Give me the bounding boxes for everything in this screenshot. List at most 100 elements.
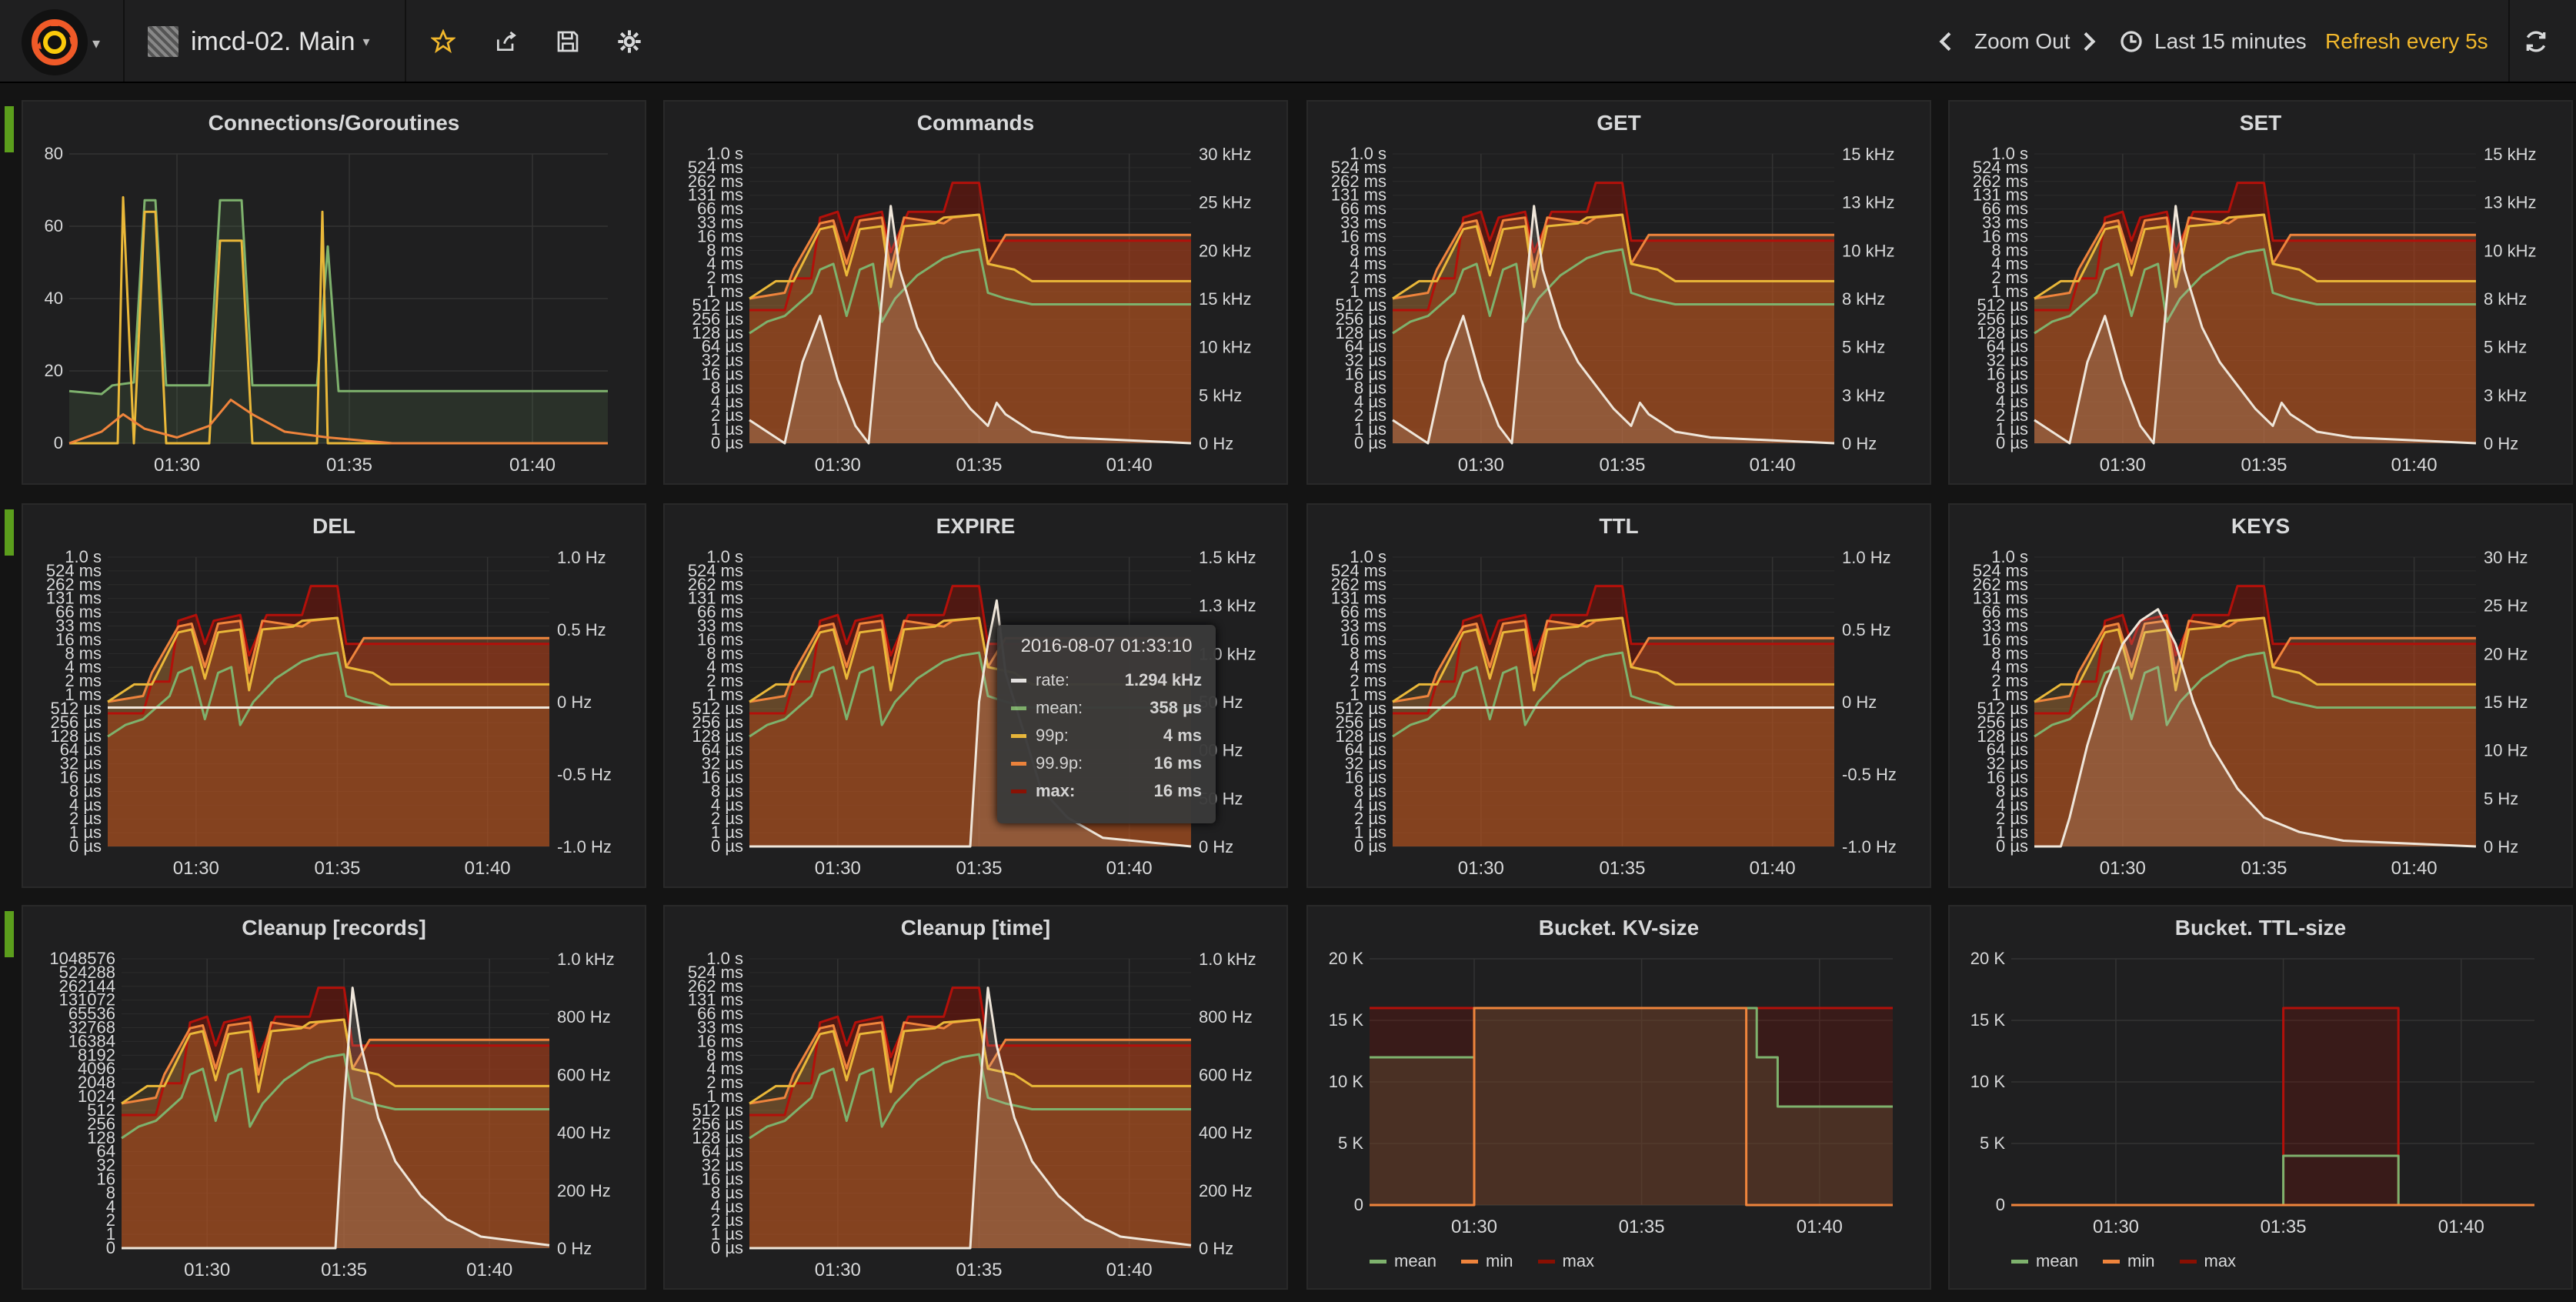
y-axis-tick-label: 131072 <box>59 990 115 1010</box>
panel-set[interactable]: SET 1.0 s 524 ms 262 ms 131 ms 66 ms 33 ms 16 m… <box>1948 100 2573 485</box>
y-axis-tick-label: 0 <box>54 433 63 452</box>
graph-canvas[interactable]: 1048576524288262144131072655363276816384… <box>23 906 648 1291</box>
panel-cleanup-time[interactable]: Cleanup [time] 1.0 s 524 ms 262 ms 131 ms 66 … <box>663 905 1288 1290</box>
graph-tooltip: 2016-08-07 01:33:10 rate: 1.294 kHz mean: 3… <box>997 625 1216 823</box>
panel-title[interactable]: TTL <box>1599 514 1639 538</box>
y-axis-tick-label: 64 µs <box>702 337 743 356</box>
tooltip-series-value: 358 µs <box>1150 698 1202 717</box>
panel-title[interactable]: Connections/Goroutines <box>208 111 460 135</box>
x-axis-tick-label: 01:35 <box>314 858 360 879</box>
y-axis-tick-label: 131 ms <box>688 589 743 608</box>
panel-title[interactable]: DEL <box>312 514 355 538</box>
zoom-out-button[interactable]: Zoom Out <box>1974 29 2070 53</box>
y-axis-tick-label: 1 µs <box>69 823 102 842</box>
panel-commands[interactable]: Commands 1.0 s 524 ms 262 ms 131 ms 66 ms 33 m… <box>663 100 1288 485</box>
time-range-picker[interactable]: Last 15 minutes <box>2154 29 2307 53</box>
legend-item-max[interactable]: max <box>1537 1251 1594 1271</box>
refresh-icon[interactable] <box>2518 23 2554 60</box>
row-collapse-handle[interactable] <box>5 911 14 957</box>
legend-item-min[interactable]: min <box>1461 1251 1513 1271</box>
y-axis-tick-label: 128 <box>87 1128 115 1147</box>
tooltip-row: max: 16 ms <box>1011 777 1202 805</box>
share-icon[interactable] <box>488 23 525 60</box>
x-axis-tick-label: 01:35 <box>1599 858 1645 879</box>
y-axis-tick-label: 8 µs <box>1996 378 2028 397</box>
panel-keys[interactable]: KEYS 1.0 s 524 ms 262 ms 131 ms 66 ms 33 ms 16 … <box>1948 503 2573 888</box>
y-axis-tick-label: 512 µs <box>1336 699 1387 718</box>
y-axis-tick-label: 2 µs <box>1354 809 1386 828</box>
legend-item-max[interactable]: max <box>2179 1251 2236 1271</box>
y2-axis-tick-label: 15 Hz <box>2484 693 2528 712</box>
series-rate-line <box>749 205 1192 445</box>
save-icon[interactable] <box>549 23 586 60</box>
panel-title[interactable]: GET <box>1597 111 1641 135</box>
legend-item-mean[interactable]: mean <box>1370 1251 1436 1271</box>
y-axis-tick-label: 1.0 s <box>706 547 743 566</box>
y-axis-tick-label: 64 <box>97 1142 115 1161</box>
top-navbar: ▾ imcd-02. Main ▾ Zoom Out Last 15 minut… <box>0 0 2576 83</box>
series-goroutines-area <box>69 200 608 443</box>
panel-ttl[interactable]: TTL 1.0 s 524 ms 262 ms 131 ms 66 ms 33 ms 16 m… <box>1306 503 1931 888</box>
refresh-interval[interactable]: Refresh every 5s <box>2325 29 2488 53</box>
panel-bucket-kv-size[interactable]: Bucket. KV-size 20 K 15 K 10 K 5 K 0 01:30 01:3… <box>1306 905 1931 1290</box>
panel-title[interactable]: Bucket. KV-size <box>1538 916 1700 940</box>
legend-item-min[interactable]: min <box>2103 1251 2155 1271</box>
x-axis-tick-label: 01:35 <box>1619 1217 1665 1237</box>
y-axis-tick-label: 8 ms <box>706 240 743 259</box>
panel-get[interactable]: GET 1.0 s 524 ms 262 ms 131 ms 66 ms 33 ms 16 m… <box>1306 100 1931 485</box>
y-axis-tick-label: 256 µs <box>1977 713 2029 732</box>
grafana-logo-icon[interactable] <box>22 9 88 75</box>
legend-label: min <box>2127 1251 2155 1270</box>
graph-canvas[interactable]: 20 K 15 K 10 K 5 K 0 01:30 01:35 01:40 <box>1308 906 1933 1291</box>
y2-axis-tick-label: 0 Hz <box>1199 837 1233 856</box>
chevron-right-icon[interactable] <box>2070 23 2107 60</box>
panel-cleanup-records[interactable]: Cleanup [records] 1048576 524288 262144 1310… <box>22 905 646 1290</box>
dashboard-grid-icon <box>148 26 179 57</box>
y-axis-tick-label: 1048576 <box>49 949 115 968</box>
navbar-divider <box>405 0 406 82</box>
y-axis-tick-label: 1 µs <box>1354 419 1386 439</box>
panel-title[interactable]: Bucket. TTL-size <box>2174 916 2347 940</box>
y2-axis-tick-label: 0 Hz <box>1842 693 1877 712</box>
star-icon[interactable] <box>425 23 462 60</box>
x-axis-tick-label: 01:40 <box>1750 858 1796 879</box>
y-axis-tick-label: 5 K <box>1980 1133 2005 1153</box>
panel-title[interactable]: EXPIRE <box>936 514 1016 538</box>
panel-title[interactable]: Cleanup [time] <box>900 916 1051 940</box>
panel-connections-goroutines[interactable]: Connections/Goroutines 80 60 40 20 0 01:30 01:3… <box>22 100 646 485</box>
panel-del[interactable]: DEL 1.0 s 524 ms 262 ms 131 ms 66 ms 33 ms 16 m… <box>22 503 646 888</box>
y2-axis-tick-label: 25 Hz <box>2484 596 2528 616</box>
caret-down-icon[interactable]: ▾ <box>92 35 101 52</box>
x-axis-tick-label: 01:30 <box>154 455 200 476</box>
settings-gear-icon[interactable] <box>611 23 648 60</box>
chevron-left-icon[interactable] <box>1928 23 1965 60</box>
panel-title[interactable]: Cleanup [records] <box>242 916 426 940</box>
series-p999-line <box>749 616 1191 703</box>
y-axis-tick-label: 32 <box>97 1156 115 1175</box>
y-axis-tick-label: 524 ms <box>46 561 102 580</box>
row-collapse-handle[interactable] <box>5 106 14 152</box>
y-axis-tick-label: 66 ms <box>697 199 743 219</box>
panel-title[interactable]: KEYS <box>2231 514 2291 538</box>
x-axis-tick-label: 01:40 <box>509 455 556 476</box>
x-axis-tick-label: 01:40 <box>1106 1260 1153 1280</box>
panel-title[interactable]: Commands <box>916 111 1035 135</box>
row-collapse-handle[interactable] <box>5 509 14 556</box>
series-rate-area <box>2034 609 2476 846</box>
y-axis-tick-label: 65536 <box>68 1004 115 1023</box>
panel-title[interactable]: SET <box>2239 111 2282 135</box>
y-axis-tick-label: 0 <box>1354 1195 1363 1214</box>
graph-canvas[interactable]: 20 K 15 K 10 K 5 K 0 01:30 01:35 01:40 <box>1950 906 2574 1291</box>
graph-canvas[interactable]: 80 60 40 20 0 01:30 01:35 01:40 <box>23 102 648 486</box>
dashboard-switcher[interactable]: imcd-02. Main ▾ <box>148 22 370 62</box>
panel-bucket-ttl-size[interactable]: Bucket. TTL-size 20 K 15 K 10 K 5 K 0 01:30 01:… <box>1948 905 2573 1290</box>
legend-item-mean[interactable]: mean <box>2011 1251 2078 1271</box>
y-axis-tick-label: 2 µs <box>1354 406 1386 425</box>
